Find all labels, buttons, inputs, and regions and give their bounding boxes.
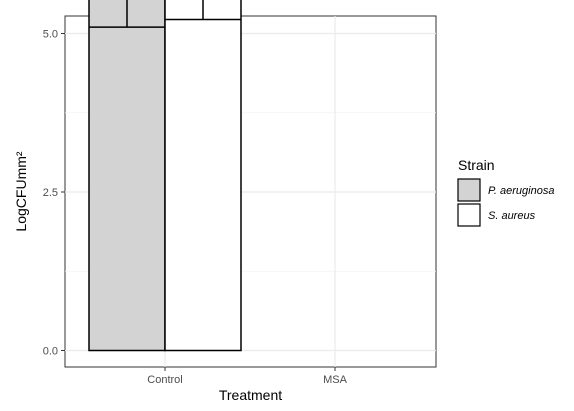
legend-label: S. aureus (488, 210, 536, 222)
legend-title: Strain (458, 157, 495, 173)
y-tick-label: 2.5 (43, 187, 58, 199)
legend-swatch (457, 203, 481, 227)
bars (88, 0, 242, 352)
bar (88, 0, 166, 352)
x-axis-title: Treatment (219, 387, 282, 403)
y-tick-label: 0.0 (43, 346, 58, 358)
x-tick-label: Control (147, 374, 182, 386)
legend: Strain P. aeruginosa S. aureus (457, 157, 554, 227)
y-axis: 0.02.55.07.510.0 (43, 29, 65, 358)
legend-label: P. aeruginosa (488, 185, 554, 197)
x-tick-label: MSA (323, 374, 348, 386)
legend-swatch (457, 178, 481, 202)
error-bars (89, 0, 241, 28)
bar (164, 0, 242, 352)
y-axis-title: LogCFUmm² (13, 151, 29, 231)
y-tick-label: 5.0 (43, 29, 58, 41)
x-axis: Control MSA (147, 367, 348, 386)
